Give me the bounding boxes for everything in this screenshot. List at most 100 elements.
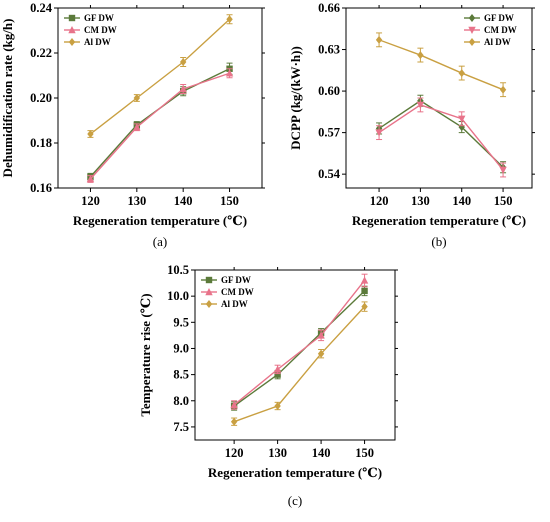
data-point <box>375 129 383 137</box>
series-al-dw <box>230 301 368 426</box>
x-tick-label: 150 <box>494 194 513 208</box>
data-point <box>458 123 465 132</box>
data-point <box>273 365 282 373</box>
data-point <box>274 402 281 410</box>
chart-panel-c: 120 130 140 150 7.5 8.0 8.5 9.0 9.5 10.0 10.5 Regen… <box>138 263 398 508</box>
series-line <box>233 280 366 406</box>
plot-frame <box>57 7 263 189</box>
x-axis-label: Regeneration temperature (℃) <box>352 213 526 228</box>
data-point <box>225 69 234 77</box>
data-point <box>417 51 424 60</box>
y-tick-label: 0.22 <box>30 46 52 60</box>
legend-marker <box>205 276 213 284</box>
x-tick-label: 120 <box>370 194 389 208</box>
x-tick-label: 150 <box>355 446 374 460</box>
y-axis-label: Temperature rise (℃) <box>138 293 153 416</box>
x-axis-label: Regeneration temperature (℃) <box>208 465 382 480</box>
data-point <box>458 115 466 123</box>
panel-caption: (c) <box>288 493 302 508</box>
data-point <box>86 175 95 183</box>
y-tick-label: 10.0 <box>167 289 189 303</box>
x-tick-label: 140 <box>174 194 193 208</box>
y-tick-label: 0.54 <box>318 167 341 181</box>
series-line <box>89 68 230 178</box>
x-tick-label: 150 <box>220 194 239 208</box>
data-point <box>416 101 425 109</box>
data-point <box>458 69 465 78</box>
series-line <box>378 39 504 91</box>
legend: GF DW CM DW Al DW <box>201 275 254 309</box>
data-point <box>499 166 507 174</box>
data-point <box>133 94 141 102</box>
y-tick-label: 9.5 <box>173 315 189 329</box>
legend-marker <box>205 288 213 296</box>
y-tick-label: 7.5 <box>173 420 189 434</box>
panel-caption: (b) <box>431 234 446 249</box>
data-point <box>133 123 141 131</box>
series-line <box>378 99 504 168</box>
y-tick-label: 0.57 <box>318 126 340 140</box>
data-point <box>87 130 94 138</box>
chart-panel-b: 120 130 140 150 0.54 0.57 0.60 0.63 0.66 Regenera… <box>288 1 535 249</box>
x-tick-label: 140 <box>452 194 471 208</box>
y-axis-label: Dehumidification rate (kg/h) <box>0 19 15 178</box>
data-point <box>361 287 368 295</box>
x-axis-label: Regeneration temperature (℃) <box>73 213 247 228</box>
series-al-dw <box>375 32 507 98</box>
series-gf-dw <box>375 94 507 174</box>
y-tick-label: 9.0 <box>173 341 189 355</box>
legend-marker <box>68 14 76 22</box>
legend-label: GF DW <box>84 13 114 23</box>
data-point <box>375 35 383 44</box>
series-cm-dw <box>375 97 507 178</box>
y-axis-label: DCPP (kg/(kW·h)) <box>288 46 303 150</box>
x-tick-label: 120 <box>81 194 100 208</box>
chart-panel-a: 120 130 140 150 0.16 0.18 0.20 0.22 0.24 Regenera… <box>0 1 265 249</box>
legend-marker <box>68 38 76 46</box>
series-cm-dw <box>86 68 234 183</box>
legend-marker <box>468 14 476 22</box>
plot-frame <box>345 7 533 189</box>
legend-label: Al DW <box>221 299 248 309</box>
legend-label: GF DW <box>484 13 514 23</box>
data-point <box>317 349 325 358</box>
legend-label: GF DW <box>221 275 251 285</box>
legend-label: CM DW <box>484 25 517 35</box>
series-al-dw <box>87 14 233 138</box>
y-tick-label: 10.5 <box>167 263 189 277</box>
data-point <box>226 15 233 24</box>
data-point <box>230 400 238 409</box>
plot-frame <box>194 269 396 441</box>
legend-label: CM DW <box>84 25 117 35</box>
x-tick-label: 130 <box>127 194 146 208</box>
y-tick-label: 0.24 <box>30 1 53 15</box>
series-cm-dw <box>230 273 369 410</box>
y-tick-label: 0.16 <box>30 181 52 195</box>
data-point <box>360 276 369 284</box>
y-tick-label: 0.66 <box>318 1 340 15</box>
y-tick-label: 0.63 <box>318 43 340 57</box>
legend-label: Al DW <box>84 37 111 47</box>
legend-marker <box>205 300 213 308</box>
series-line <box>90 18 231 135</box>
y-tick-label: 0.18 <box>30 136 52 150</box>
data-point <box>499 85 507 94</box>
legend-marker <box>468 38 476 46</box>
x-tick-label: 130 <box>268 446 287 460</box>
legend: GF DW CM DW Al DW <box>464 13 517 47</box>
legend: GF DW CM DW Al DW <box>64 13 117 47</box>
data-point <box>361 302 368 311</box>
y-tick-label: 8.0 <box>173 394 189 408</box>
legend-label: Al DW <box>484 37 511 47</box>
series-line <box>378 104 504 171</box>
data-point <box>317 331 325 339</box>
legend-marker <box>468 26 476 34</box>
data-point <box>230 417 238 426</box>
legend-marker <box>68 26 76 34</box>
y-tick-label: 8.5 <box>173 368 189 382</box>
y-tick-label: 0.60 <box>318 84 340 98</box>
x-tick-label: 140 <box>312 446 331 460</box>
data-point <box>179 85 187 93</box>
